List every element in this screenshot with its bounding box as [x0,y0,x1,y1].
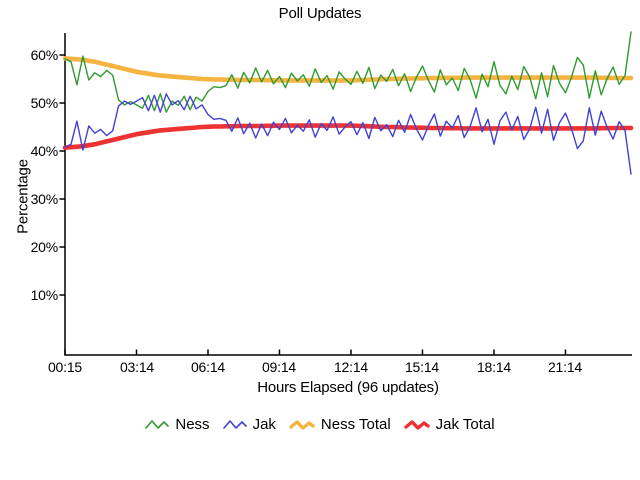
legend-label-jak: Jak [252,416,276,433]
x-tick-label-0614: 06:14 [190,359,226,375]
y-tick-label-20: 20% [30,239,59,255]
x-tick-label-1514: 15:14 [404,359,440,375]
legend-label-ness: Ness [175,416,210,433]
y-tick-label-60: 60% [30,47,59,63]
jak-total-line-icon [403,419,430,430]
x-axis-label: Hours Elapsed (96 updates) [257,379,439,396]
y-tick-label-50: 50% [30,95,59,111]
x-tick-label-0015: 00:15 [47,359,83,375]
legend-item-jak-total: Jak Total [403,416,495,433]
legend-label-ness-total: Ness Total [320,416,391,433]
y-tick-label-40: 40% [30,143,59,159]
x-tick-label-2114: 21:14 [547,359,583,375]
y-tick-label-10: 10% [30,287,59,303]
x-tick-label-0914: 09:14 [261,359,297,375]
legend: Ness Jak Ness Total Jak Total [0,416,640,433]
legend-item-ness-total: Ness Total [289,416,391,433]
y-tick-label-30: 30% [30,191,59,207]
jak-line-icon [222,419,247,429]
x-tick-label-0314: 03:14 [119,359,155,375]
legend-item-ness: Ness [145,416,210,433]
ness-line-icon [145,419,170,429]
x-tick-label-1814: 18:14 [476,359,512,375]
chart-title: Poll Updates [278,5,362,22]
x-tick-label-1214: 12:14 [333,359,369,375]
legend-label-jak-total: Jak Total [435,416,495,433]
ness-total-line-icon [289,419,315,430]
legend-item-jak: Jak [222,416,276,433]
